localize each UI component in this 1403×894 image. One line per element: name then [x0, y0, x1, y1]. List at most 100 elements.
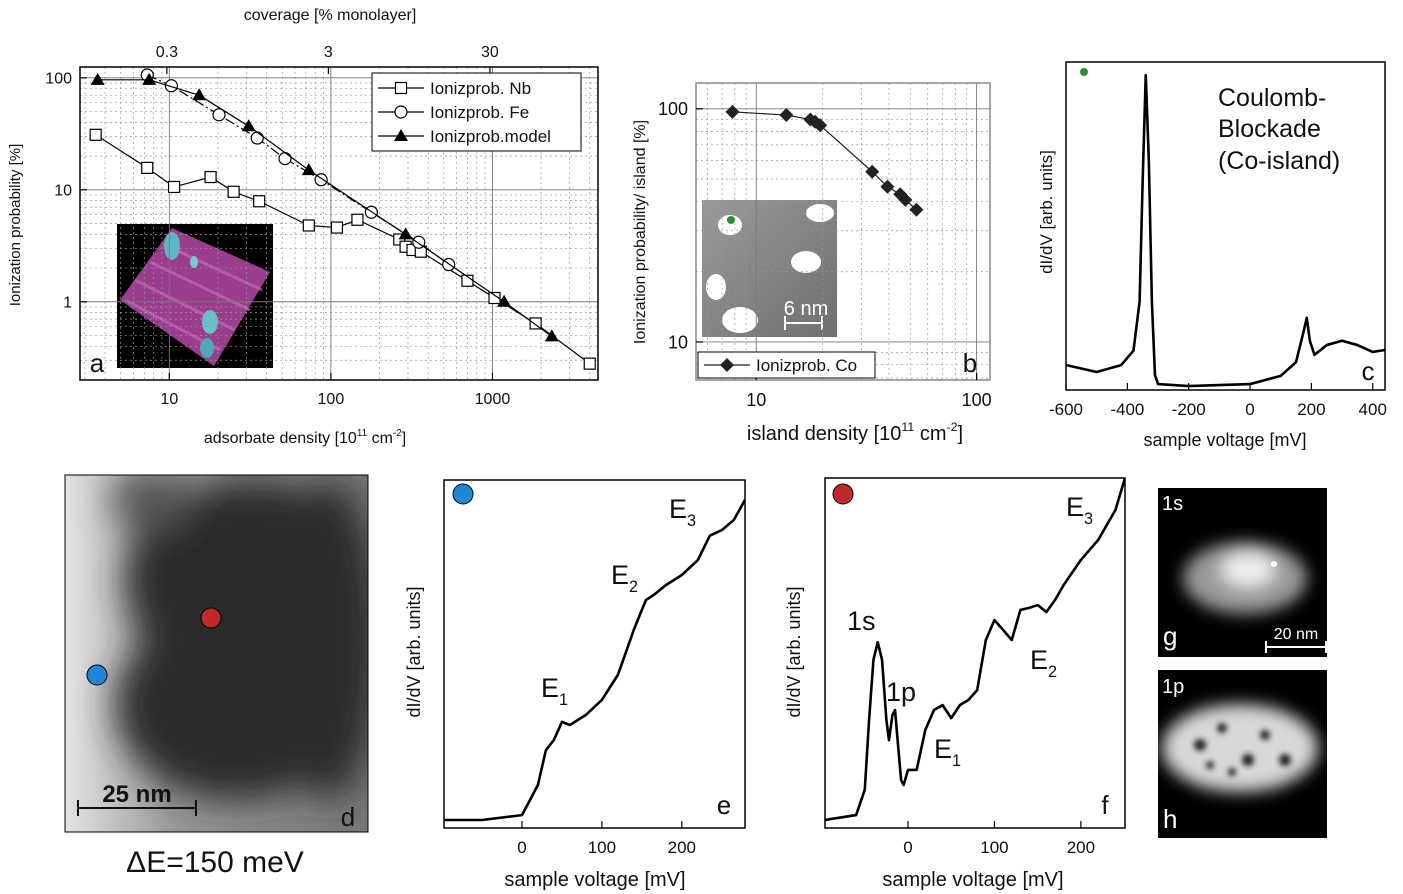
marker [164, 79, 178, 93]
y-axis-label: dI/dV [arb. units] [1037, 150, 1056, 274]
marker [583, 357, 596, 370]
marker [141, 161, 154, 174]
image-d: 25 nm d ΔE=150 meV [64, 474, 369, 879]
panel-label: f [1101, 790, 1109, 820]
annotation-text: E [1066, 492, 1084, 522]
marker [278, 151, 292, 166]
annotation: E1 [541, 673, 568, 709]
marker [779, 108, 794, 123]
inset-b: 6 nm [702, 200, 837, 337]
x-tick-label: 0 [517, 838, 526, 857]
marker [488, 291, 501, 305]
plot-frame [1065, 61, 1386, 391]
x-tick-label: 100 [318, 391, 345, 408]
annotation-subscript: 2 [629, 578, 638, 596]
y-tick-label: 100 [658, 99, 688, 119]
x-tick-label: 10 [746, 390, 766, 410]
x-tick-label: 100 [980, 838, 1008, 857]
legend-label: Ionizprob. Fe [430, 103, 529, 122]
marker [241, 119, 256, 132]
marker [351, 213, 364, 226]
panel-label: b [963, 348, 977, 378]
y-axis-label: Ionization probability [%] [7, 144, 24, 307]
x-tick-label: -400 [1110, 400, 1144, 419]
annotation-subscript: 1 [952, 752, 961, 770]
marker [253, 195, 266, 208]
scale-label: 20 nm [1274, 626, 1318, 643]
marker-dot [727, 216, 735, 224]
panel-label: c [1362, 356, 1375, 386]
state-label: 1p [1162, 676, 1184, 698]
annotation-text: 1s [847, 606, 876, 636]
marker [393, 233, 406, 246]
x-axis-label: sample voltage [mV] [882, 869, 1063, 891]
scale-label: 25 nm [102, 781, 171, 808]
scale-label: 6 nm [784, 298, 828, 320]
marker-dot [1080, 68, 1088, 76]
image-h: 1p h [1158, 670, 1327, 838]
x2-axis-label: coverage [% monolayer] [244, 7, 417, 24]
image-g: 1s g 20 nm [1158, 488, 1327, 657]
annotation: E3 [669, 494, 696, 530]
axis-label-superscript: 11 [901, 420, 914, 434]
legend-label: Ionizprob. Co [756, 356, 857, 375]
x-tick-label: 0 [1245, 400, 1254, 419]
marker [898, 192, 913, 207]
panel-label: g [1163, 621, 1177, 651]
annotation-subscript: 1 [559, 691, 568, 709]
y-tick-label: 10 [668, 332, 688, 352]
x-axis-label: sample voltage [mV] [504, 869, 685, 891]
marker [497, 294, 512, 307]
marker [167, 180, 181, 194]
axis-label-part: adsorbate density [10 [204, 430, 357, 447]
marker [227, 185, 240, 198]
marker [301, 163, 316, 176]
x-tick-label: 0 [903, 838, 912, 857]
marker [880, 179, 895, 194]
x-tick-label: -600 [1049, 400, 1083, 419]
annotation: E1 [934, 734, 961, 770]
x-tick-label: -200 [1172, 400, 1206, 419]
y-axis-label: dI/dV [arb. units] [404, 586, 424, 717]
marker [394, 105, 408, 119]
annotation: Coulomb- [1218, 84, 1326, 112]
marker [398, 227, 413, 240]
x-tick-label: 10 [160, 391, 178, 408]
marker [394, 81, 408, 95]
axis-label-superscript: -2 [947, 420, 958, 434]
annotation: Blockade [1218, 115, 1321, 143]
series-group [825, 478, 1125, 822]
x-tick-label: 200 [1297, 400, 1325, 419]
x-tick-label: 100 [588, 838, 616, 857]
marker [204, 170, 217, 184]
legend-label: Ionizprob. Nb [430, 79, 531, 98]
data-line [97, 79, 553, 337]
y-axis-label: Ionization probability/ island [%] [632, 120, 649, 344]
panel-label: d [341, 802, 355, 832]
marker [394, 129, 408, 141]
annotation: E2 [1030, 645, 1057, 681]
x2-tick-label: 0.3 [156, 44, 178, 61]
data-line [1066, 73, 1385, 388]
marker [720, 358, 734, 372]
panel-label: a [90, 348, 105, 378]
annotation: 1p [886, 677, 916, 707]
x2-tick-label: 3 [324, 44, 333, 61]
x-tick-label: 200 [668, 838, 696, 857]
x-axis-label: sample voltage [mV] [1143, 430, 1306, 450]
panel-label: e [717, 790, 731, 820]
marker [330, 221, 344, 234]
axis-label: adsorbate density [1011 cm-2] [204, 428, 406, 447]
y-tick-label: 10 [54, 182, 72, 199]
caption: ΔE=150 meV [126, 846, 304, 879]
annotation-text: E [541, 673, 559, 703]
annotation: E2 [611, 560, 638, 596]
marker [90, 72, 105, 85]
marker [250, 131, 264, 145]
x-tick-label: 1000 [475, 391, 511, 408]
data-line [444, 499, 745, 822]
annotation: (Co-island) [1218, 147, 1340, 175]
series-group [1066, 73, 1385, 388]
series-group [725, 104, 924, 217]
